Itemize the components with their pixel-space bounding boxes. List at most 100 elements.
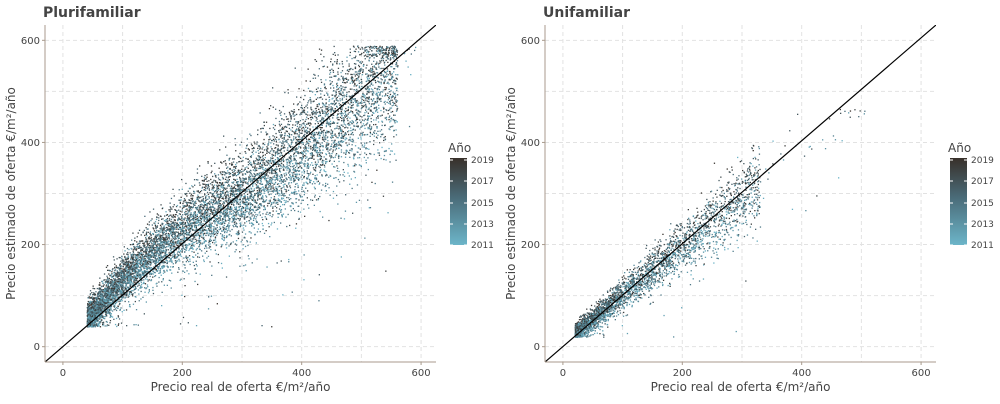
scatter-point bbox=[384, 89, 385, 90]
scatter-point bbox=[204, 177, 205, 178]
scatter-point bbox=[353, 129, 354, 130]
scatter-point bbox=[253, 150, 254, 151]
scatter-point bbox=[284, 145, 285, 146]
scatter-point bbox=[318, 161, 319, 162]
scatter-point bbox=[203, 205, 204, 206]
scatter-point bbox=[159, 230, 160, 231]
scatter-point bbox=[322, 164, 323, 165]
scatter-point bbox=[134, 289, 135, 290]
scatter-point bbox=[293, 176, 294, 177]
scatter-point bbox=[345, 111, 346, 112]
scatter-point bbox=[273, 150, 274, 151]
scatter-point bbox=[195, 203, 196, 204]
scatter-point bbox=[385, 103, 386, 104]
scatter-point bbox=[291, 210, 292, 211]
scatter-point bbox=[277, 202, 278, 203]
scatter-point bbox=[385, 79, 386, 80]
scatter-point bbox=[286, 116, 287, 117]
scatter-point bbox=[343, 152, 344, 153]
scatter-point bbox=[219, 215, 220, 216]
scatter-point bbox=[249, 214, 250, 215]
scatter-point bbox=[281, 124, 282, 125]
scatter-point bbox=[284, 175, 285, 176]
scatter-point bbox=[289, 128, 290, 129]
scatter-point bbox=[166, 243, 167, 244]
scatter-point bbox=[165, 243, 166, 244]
scatter-point bbox=[306, 117, 307, 118]
scatter-point bbox=[390, 154, 391, 155]
scatter-point bbox=[320, 54, 321, 55]
scatter-point bbox=[365, 100, 366, 101]
scatter-point bbox=[316, 119, 317, 120]
scatter-point bbox=[277, 154, 278, 155]
scatter-point bbox=[242, 232, 243, 233]
scatter-point bbox=[259, 198, 260, 199]
scatter-point bbox=[231, 229, 232, 230]
scatter-point bbox=[365, 119, 366, 120]
scatter-point bbox=[361, 83, 362, 84]
scatter-point bbox=[315, 195, 316, 196]
scatter-point bbox=[263, 167, 264, 168]
scatter-point bbox=[168, 209, 169, 210]
scatter-point bbox=[297, 133, 298, 134]
scatter-point bbox=[316, 165, 317, 166]
scatter-point bbox=[316, 108, 317, 109]
scatter-point bbox=[194, 226, 195, 227]
scatter-point bbox=[196, 273, 197, 274]
scatter-point bbox=[359, 157, 360, 158]
scatter-point bbox=[251, 144, 252, 145]
scatter-point bbox=[252, 176, 253, 177]
scatter-point bbox=[333, 198, 334, 199]
scatter-point bbox=[291, 172, 292, 173]
scatter-point bbox=[394, 153, 395, 154]
scatter-point bbox=[252, 186, 253, 187]
scatter-point bbox=[195, 254, 196, 255]
scatter-point bbox=[395, 74, 396, 75]
scatter-point bbox=[231, 235, 232, 236]
scatter-point bbox=[248, 213, 249, 214]
scatter-point bbox=[199, 216, 200, 217]
scatter-point bbox=[185, 206, 186, 207]
scatter-point bbox=[216, 244, 217, 245]
scatter-point bbox=[347, 120, 348, 121]
scatter-point bbox=[242, 160, 243, 161]
scatter-point bbox=[239, 209, 240, 210]
scatter-point bbox=[167, 227, 168, 228]
scatter-point bbox=[260, 157, 261, 158]
scatter-point bbox=[362, 93, 363, 94]
scatter-point bbox=[330, 126, 331, 127]
scatter-point bbox=[258, 205, 259, 206]
scatter-point bbox=[303, 147, 304, 148]
scatter-point bbox=[281, 145, 282, 146]
scatter-point bbox=[358, 65, 359, 66]
scatter-point bbox=[349, 150, 350, 151]
scatter-point bbox=[226, 213, 227, 214]
scatter-point bbox=[194, 203, 195, 204]
scatter-point bbox=[298, 103, 299, 104]
scatter-point bbox=[274, 136, 275, 137]
scatter-point bbox=[216, 195, 217, 196]
scatter-point bbox=[340, 145, 341, 146]
scatter-point bbox=[343, 117, 344, 118]
scatter-point bbox=[286, 169, 287, 170]
scatter-point bbox=[213, 190, 214, 191]
scatter-point bbox=[134, 240, 135, 241]
scatter-point bbox=[232, 196, 233, 197]
scatter-point bbox=[373, 124, 374, 125]
scatter-point bbox=[270, 151, 271, 152]
scatter-point bbox=[133, 263, 134, 264]
scatter-point bbox=[231, 164, 232, 165]
scatter-point bbox=[357, 60, 358, 61]
scatter-point bbox=[374, 73, 375, 74]
scatter-point bbox=[114, 279, 115, 280]
scatter-point bbox=[345, 139, 346, 140]
scatter-point bbox=[281, 183, 282, 184]
scatter-point bbox=[338, 95, 339, 96]
scatter-point bbox=[313, 155, 314, 156]
scatter-point bbox=[267, 133, 268, 134]
scatter-point bbox=[338, 161, 339, 162]
scatter-point bbox=[227, 180, 228, 181]
scatter-point bbox=[342, 63, 343, 64]
scatter-point bbox=[217, 233, 218, 234]
scatter-point bbox=[272, 185, 273, 186]
